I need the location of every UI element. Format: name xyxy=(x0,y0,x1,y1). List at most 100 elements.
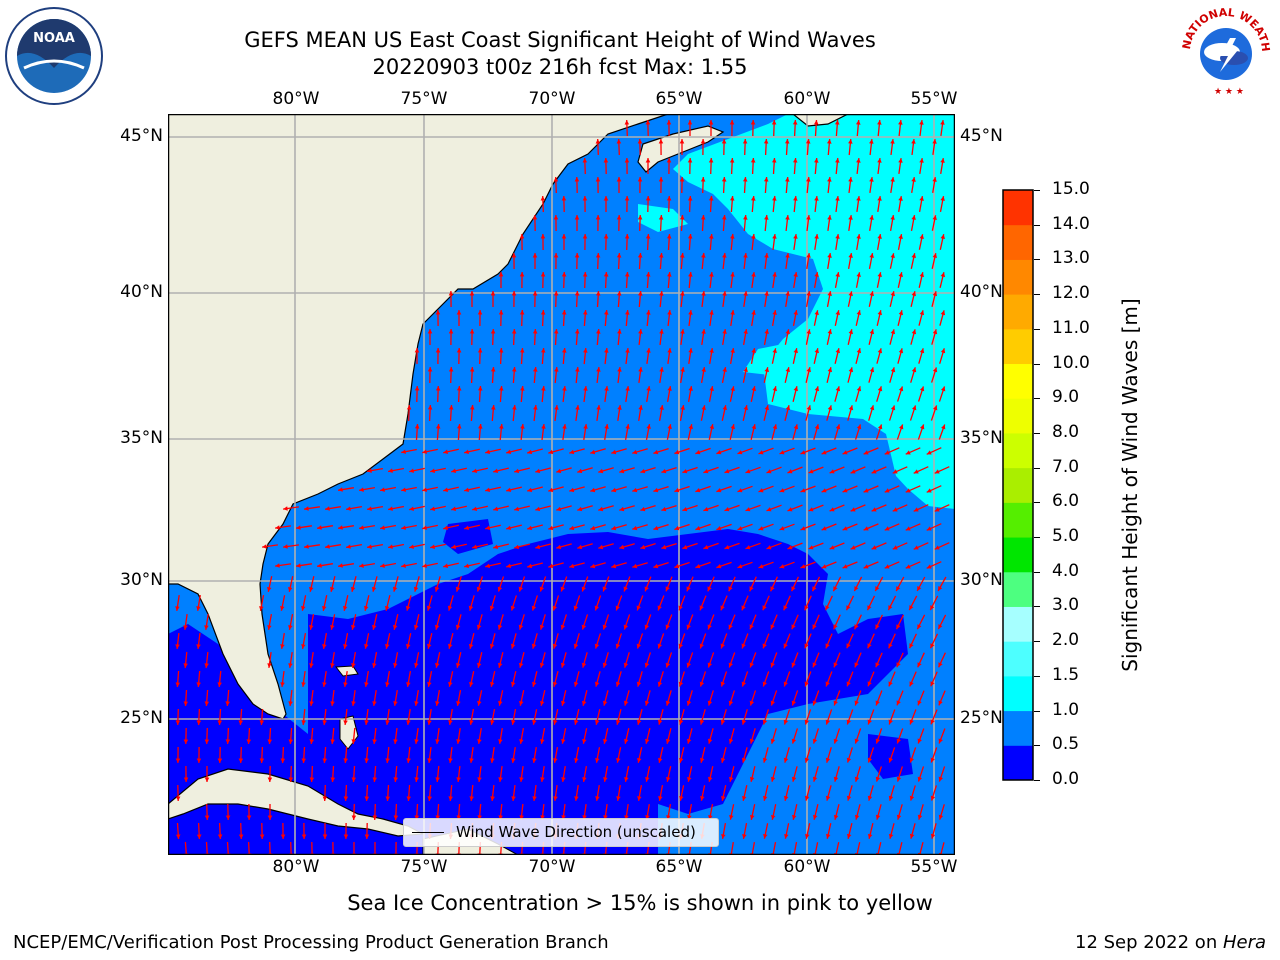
wave-direction-arrowhead xyxy=(196,834,202,839)
wave-direction-arrowhead xyxy=(814,196,819,201)
wave-direction-arrowhead xyxy=(616,177,622,182)
wave-direction-arrowhead xyxy=(658,177,664,182)
wave-direction-arrowhead xyxy=(919,234,924,239)
wave-direction-arrowhead xyxy=(645,158,651,163)
wave-direction-arrowhead xyxy=(814,386,820,392)
wave-direction-arrowhead xyxy=(595,719,600,725)
wave-direction-arrowhead xyxy=(772,158,777,163)
wave-direction-arrowhead xyxy=(730,196,735,201)
wave-direction-arrowhead xyxy=(384,605,390,611)
wave-direction-arrowhead xyxy=(573,605,578,611)
wave-direction-arrowhead xyxy=(661,544,667,550)
wave-direction-arrowhead xyxy=(427,405,433,410)
wave-direction-arrowhead xyxy=(183,777,189,782)
wave-direction-arrowhead xyxy=(919,272,924,278)
colorbar-tick-label: 11.0 xyxy=(1052,317,1090,338)
wave-direction-arrowhead xyxy=(911,253,916,258)
wave-direction-arrowhead xyxy=(490,682,495,687)
wave-direction-arrowhead xyxy=(204,625,209,630)
colorbar-tick-label: 14.0 xyxy=(1052,213,1090,234)
wave-direction-arrowhead xyxy=(196,606,201,611)
wave-direction-arrowhead xyxy=(867,719,872,725)
colorbar-swatch xyxy=(1003,363,1033,399)
wave-direction-arrowhead xyxy=(800,450,806,455)
wave-direction-arrowhead xyxy=(848,405,854,411)
wave-direction-arrowhead xyxy=(175,720,181,725)
wave-direction-arrowhead xyxy=(624,120,630,125)
wave-direction-arrowhead xyxy=(637,253,643,258)
wave-direction-arrowhead xyxy=(581,586,586,592)
wave-direction-arrowhead xyxy=(926,564,932,569)
wave-direction-arrowhead xyxy=(898,272,903,277)
wave-direction-arrowhead xyxy=(582,272,588,277)
wave-direction-arrowhead xyxy=(741,605,746,611)
wave-direction-arrowhead xyxy=(724,507,730,512)
legend-line-icon xyxy=(412,832,444,833)
wave-direction-arrowhead xyxy=(703,507,709,512)
wave-direction-arrowhead xyxy=(435,386,441,391)
wave-direction-arrowhead xyxy=(785,215,790,220)
colorbar-swatch xyxy=(1003,259,1033,295)
lat-label-right: 30°N xyxy=(960,570,1003,590)
wave-direction-arrowhead xyxy=(603,234,609,239)
wave-direction-arrowhead xyxy=(491,405,496,410)
wave-direction-arrowhead xyxy=(449,405,454,410)
wave-direction-arrowhead xyxy=(659,405,664,410)
colorbar-tick-mark xyxy=(1034,745,1040,747)
wave-direction-arrowhead xyxy=(490,367,496,372)
wave-direction-arrowhead xyxy=(330,777,336,782)
colorbar-tick-label: 8.0 xyxy=(1052,421,1080,442)
wave-direction-arrowhead xyxy=(814,272,819,277)
wave-direction-arrowhead xyxy=(619,544,625,550)
wave-direction-arrowhead xyxy=(638,329,643,334)
wave-direction-arrowhead xyxy=(430,468,435,473)
wave-direction-arrowhead xyxy=(552,643,558,649)
wave-direction-arrowhead xyxy=(687,777,692,782)
colorbar-swatch xyxy=(1003,224,1033,260)
wave-direction-arrowhead xyxy=(590,563,596,569)
wave-direction-arrowhead xyxy=(909,833,915,839)
wave-direction-arrowhead xyxy=(743,329,748,334)
wave-direction-arrowhead xyxy=(699,643,704,649)
wave-direction-arrowhead xyxy=(938,700,943,706)
wave-direction-arrowhead xyxy=(414,624,419,630)
colorbar-swatch xyxy=(1003,432,1033,469)
wave-direction-arrowhead xyxy=(246,739,252,744)
wave-direction-arrowhead xyxy=(611,449,617,455)
wave-direction-arrowhead xyxy=(196,682,201,687)
wave-direction-arrowhead xyxy=(455,624,461,630)
wave-direction-arrowhead xyxy=(686,624,691,630)
wave-direction-arrowhead xyxy=(351,815,357,820)
wave-direction-arrowhead xyxy=(414,424,420,429)
wave-direction-arrowhead xyxy=(762,643,767,649)
wave-direction-arrowhead xyxy=(724,469,730,474)
wave-direction-arrowhead xyxy=(884,488,890,493)
wave-direction-arrowhead xyxy=(414,663,419,668)
wave-direction-arrowhead xyxy=(204,701,209,706)
wave-direction-arrowhead xyxy=(514,506,520,512)
wave-direction-arrowhead xyxy=(785,253,790,258)
wave-direction-arrowhead xyxy=(569,449,575,455)
wave-direction-arrowhead xyxy=(745,507,751,512)
wave-direction-arrowhead xyxy=(301,758,306,763)
wave-direction-arrowhead xyxy=(700,757,705,763)
wave-direction-arrowhead xyxy=(583,386,588,391)
wave-direction-arrowhead xyxy=(393,624,398,630)
wave-direction-arrowhead xyxy=(793,196,798,201)
wave-direction-arrowhead xyxy=(469,291,475,296)
wave-direction-arrowhead xyxy=(680,253,685,258)
colorbar-swatch xyxy=(1003,398,1033,434)
wave-direction-arrowhead xyxy=(847,833,852,839)
wave-direction-arrowhead xyxy=(749,662,754,668)
wave-direction-arrowhead xyxy=(575,367,580,372)
wave-direction-arrow xyxy=(751,841,756,855)
wave-direction-arrowhead xyxy=(758,450,764,455)
wave-direction-arrowhead xyxy=(267,777,273,782)
wave-direction-arrowhead xyxy=(932,215,937,220)
wave-direction-arrowhead xyxy=(388,506,393,511)
wave-direction-arrowhead xyxy=(443,563,448,568)
wave-direction-arrowhead xyxy=(322,720,327,725)
wave-direction-arrowhead xyxy=(238,720,243,725)
lat-label-right: 35°N xyxy=(960,428,1003,448)
wave-direction-arrowhead xyxy=(751,234,756,239)
